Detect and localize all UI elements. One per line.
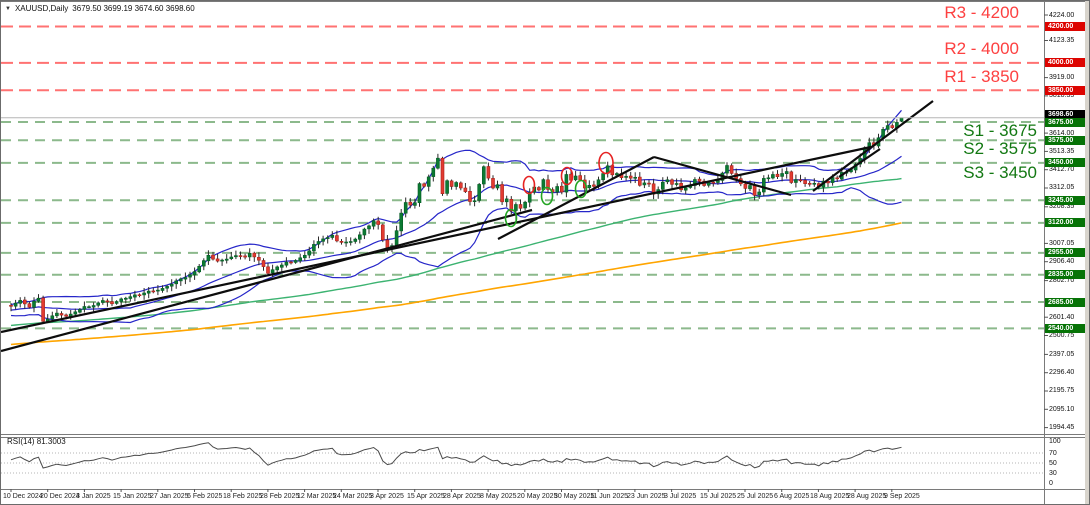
candlestick-series[interactable] — [9, 117, 904, 324]
price-level-badge: 3575.00 — [1045, 136, 1086, 145]
resistance-label-r2[interactable]: R2 - 4000 — [944, 39, 1019, 58]
rsi-line — [10, 442, 902, 469]
price-level-badge: 3850.00 — [1045, 86, 1086, 95]
price-level-badge: 4200.00 — [1045, 22, 1086, 31]
price-tick-label: 4224.00 — [1049, 12, 1075, 19]
price-tick-label: 2296.40 — [1049, 369, 1075, 376]
symbol-dropdown-icon[interactable]: ▼ — [5, 5, 11, 12]
sell-signal-ellipse — [598, 151, 614, 175]
date-axis-label: 15 Apr 2025 — [407, 493, 445, 500]
date-axis-label: 15 Jan 2025 — [113, 493, 152, 500]
date-axis-label: 28 Aug 2025 — [847, 493, 887, 500]
date-axis-label: 28 Apr 2025 — [443, 493, 481, 500]
signal-ellipses[interactable] — [504, 151, 614, 228]
date-axis-label: 9 Sep 2025 — [884, 493, 920, 500]
support-label-s2[interactable]: S2 - 3575 — [963, 139, 1037, 158]
horizontal-level-lines — [1, 25, 1044, 330]
price-level-badge: 3245.00 — [1045, 196, 1086, 205]
price-level-badge: 2955.00 — [1045, 248, 1086, 257]
date-axis-label: 18 Aug 2025 — [810, 493, 850, 500]
price-tick-label: 2195.75 — [1049, 387, 1075, 394]
price-tick-label: 3919.00 — [1049, 74, 1075, 81]
date-axis-label: 3 Jul 2025 — [664, 493, 697, 500]
rsi-indicator-label: RSI(14) 81.3003 — [7, 437, 66, 446]
sell-signal-ellipse — [560, 166, 574, 186]
bollinger-upper-line — [10, 109, 902, 306]
price-level-badge: 2540.00 — [1045, 324, 1086, 333]
date-axis-label: 11 Jun 2025 — [590, 493, 629, 500]
price-tick-label: 3818.35 — [1049, 92, 1075, 99]
indicator-lines — [10, 109, 902, 346]
price-level-badge: 3698.60 — [1045, 110, 1086, 119]
rsi-pane — [1, 442, 1044, 474]
price-tick-label: 4123.35 — [1049, 37, 1075, 44]
date-axis-label: 15 Jul 2025 — [700, 493, 737, 500]
date-axis-label: 3 Jan 2025 — [76, 493, 111, 500]
date-axis-label: 8 May 2025 — [480, 493, 517, 500]
price-tick-label: 3412.70 — [1049, 166, 1075, 173]
resistance-label-r3[interactable]: R3 - 4200 — [944, 3, 1019, 22]
rsi-scale-label: 50 — [1049, 460, 1057, 467]
date-axis-label: 3 Apr 2025 — [370, 493, 404, 500]
price-level-badge: 2835.00 — [1045, 270, 1086, 279]
price-level-badge: 2685.00 — [1045, 298, 1086, 307]
price-tick-label: 1994.45 — [1049, 424, 1075, 431]
rsi-scale-label: 100 — [1049, 438, 1061, 445]
resistance-label-r1[interactable]: R1 - 3850 — [944, 67, 1019, 86]
price-tick-label: 3312.05 — [1049, 184, 1075, 191]
trendlines[interactable] — [1, 100, 934, 353]
price-tick-label: 2095.10 — [1049, 406, 1075, 413]
date-axis-label: 6 Aug 2025 — [774, 493, 810, 500]
bollinger-middle-line — [10, 155, 902, 311]
date-axis-label: 23 Jun 2025 — [627, 493, 666, 500]
chart-symbol-period: XAUUSD,Daily — [14, 4, 69, 13]
price-tick-label: 3513.35 — [1049, 148, 1075, 155]
date-axis-label: 10 Dec 2024 — [3, 493, 43, 500]
chart-title-bar: ▼ XAUUSD,Daily 3679.50 3699.19 3674.60 3… — [5, 3, 195, 14]
date-axis-label: 25 Jul 2025 — [737, 493, 774, 500]
price-level-badge: 3450.00 — [1045, 158, 1086, 167]
date-axis-label: 24 Mar 2025 — [333, 493, 373, 500]
price-tick-label: 2397.05 — [1049, 351, 1075, 358]
price-tick-label: 2500.75 — [1049, 332, 1075, 339]
buy-signal-ellipse — [574, 179, 588, 199]
sell-signal-ellipse — [522, 175, 536, 195]
support-label-s1[interactable]: S1 - 3675 — [963, 121, 1037, 140]
date-axis-label: 6 Feb 2025 — [187, 493, 223, 500]
window-right-edge — [1085, 1, 1089, 504]
buy-signal-ellipse — [540, 186, 554, 206]
price-tick-label: 3614.00 — [1049, 130, 1075, 137]
price-tick-label: 2906.40 — [1049, 258, 1075, 265]
price-tick-label: 3007.05 — [1049, 240, 1075, 247]
rsi-scale-label: 30 — [1049, 470, 1057, 477]
date-axis-label: 28 Feb 2025 — [260, 493, 300, 500]
price-tick-label: 3208.35 — [1049, 203, 1075, 210]
date-axis-label: 27 Jan 2025 — [150, 493, 189, 500]
price-level-badge: 3120.00 — [1045, 218, 1086, 227]
chart-ohlc-values: 3679.50 3699.19 3674.60 3698.60 — [72, 4, 195, 13]
price-level-badge: 4000.00 — [1045, 58, 1086, 67]
date-axis-label: 20 May 2025 — [517, 493, 558, 500]
price-tick-label: 2601.40 — [1049, 314, 1075, 321]
price-level-badge: 3675.00 — [1045, 118, 1086, 127]
date-axis-label: 30 May 2025 — [554, 493, 595, 500]
ma-200-line — [10, 222, 902, 346]
date-axis-label: 12 Mar 2025 — [297, 493, 337, 500]
date-axis-label: 20 Dec 2024 — [40, 493, 80, 500]
date-axis-label: 18 Feb 2025 — [223, 493, 263, 500]
price-tick-label: 2802.70 — [1049, 277, 1075, 284]
buy-signal-ellipse — [504, 208, 518, 228]
rsi-scale-label: 0 — [1049, 480, 1053, 487]
support-label-s3[interactable]: S3 - 3450 — [963, 163, 1037, 182]
rsi-scale-label: 70 — [1049, 450, 1057, 457]
